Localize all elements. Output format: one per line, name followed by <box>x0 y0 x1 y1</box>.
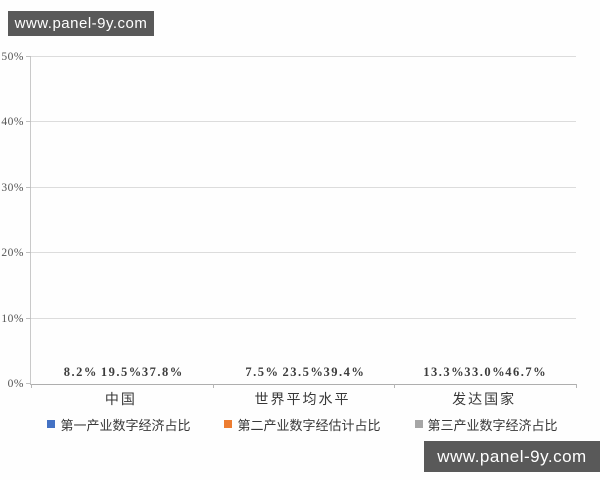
plot-area: 8.2% 19.5% 37.8% 7.5% 23.5% 39.4% 13.3% 33.0% 46… <box>26 56 577 388</box>
x-axis-label: 发达国家 <box>452 393 517 408</box>
legend-item: 第二产业数字经估计占比 <box>224 415 381 434</box>
y-axis-tick-label: 20% <box>1 247 24 260</box>
bar-value-label: 37.8% <box>141 365 184 379</box>
legend-swatch <box>224 420 233 428</box>
x-axis-tick <box>576 384 577 388</box>
bar-value-label: 23.5% <box>282 365 325 379</box>
bar-value-label: 39.4% <box>323 365 366 379</box>
gridline <box>31 56 576 57</box>
y-axis-tick <box>26 317 31 319</box>
gridline <box>31 252 576 254</box>
y-axis-tick <box>26 252 31 254</box>
x-axis-tick <box>212 384 214 388</box>
category-group: 13.3% 33.0% 46.7% <box>394 57 576 384</box>
bar-value-label: 13.3% <box>423 365 466 379</box>
y-axis-tick-label: 30% <box>1 181 24 194</box>
y-axis-tick <box>26 186 31 188</box>
x-axis-label: 中国 <box>104 393 137 408</box>
y-axis-tick <box>26 121 31 123</box>
gridline <box>31 186 576 188</box>
y-axis-tick <box>26 383 31 384</box>
category-group: 8.2% 19.5% 37.8% <box>31 57 213 384</box>
x-axis-labels: 中国 世界平均水平 发达国家 <box>30 389 575 409</box>
legend-swatch <box>414 420 423 428</box>
y-axis-tick-label: 50% <box>1 51 24 63</box>
bar-value-label: 8.2% <box>63 365 98 379</box>
y-axis-tick-label: 40% <box>1 116 24 129</box>
bar-value-label: 19.5% <box>100 365 143 379</box>
legend-label: 第二产业数字经估计占比 <box>237 417 381 433</box>
watermark-bottom: www.panel-9y.com <box>424 441 600 472</box>
gridline <box>31 317 576 319</box>
bar-value-label: 7.5% <box>245 365 280 379</box>
legend: 第一产业数字经济占比 第二产业数字经估计占比 第三产业数字经济占比 <box>30 413 575 435</box>
y-axis-tick-label: 0% <box>7 378 24 390</box>
y-axis: 0% 10% 20% 30% 40% 50% <box>0 51 27 390</box>
gridline <box>31 121 576 123</box>
bar-value-label: 46.7% <box>505 365 548 379</box>
legend-swatch <box>47 420 56 428</box>
x-axis-tick <box>394 384 396 388</box>
legend-item: 第一产业数字经济占比 <box>47 415 190 434</box>
x-axis-tick <box>31 384 32 388</box>
y-axis-tick <box>26 56 31 57</box>
category-group: 7.5% 23.5% 39.4% <box>213 57 395 384</box>
legend-item: 第三产业数字经济占比 <box>414 415 558 434</box>
legend-label: 第三产业数字经济占比 <box>427 417 558 433</box>
watermark-top: www.panel-9y.com <box>8 11 154 36</box>
x-axis-label: 世界平均水平 <box>254 393 351 408</box>
legend-label: 第一产业数字经济占比 <box>60 417 191 433</box>
bar-value-label: 33.0% <box>464 365 507 379</box>
y-axis-tick-label: 10% <box>1 312 24 325</box>
